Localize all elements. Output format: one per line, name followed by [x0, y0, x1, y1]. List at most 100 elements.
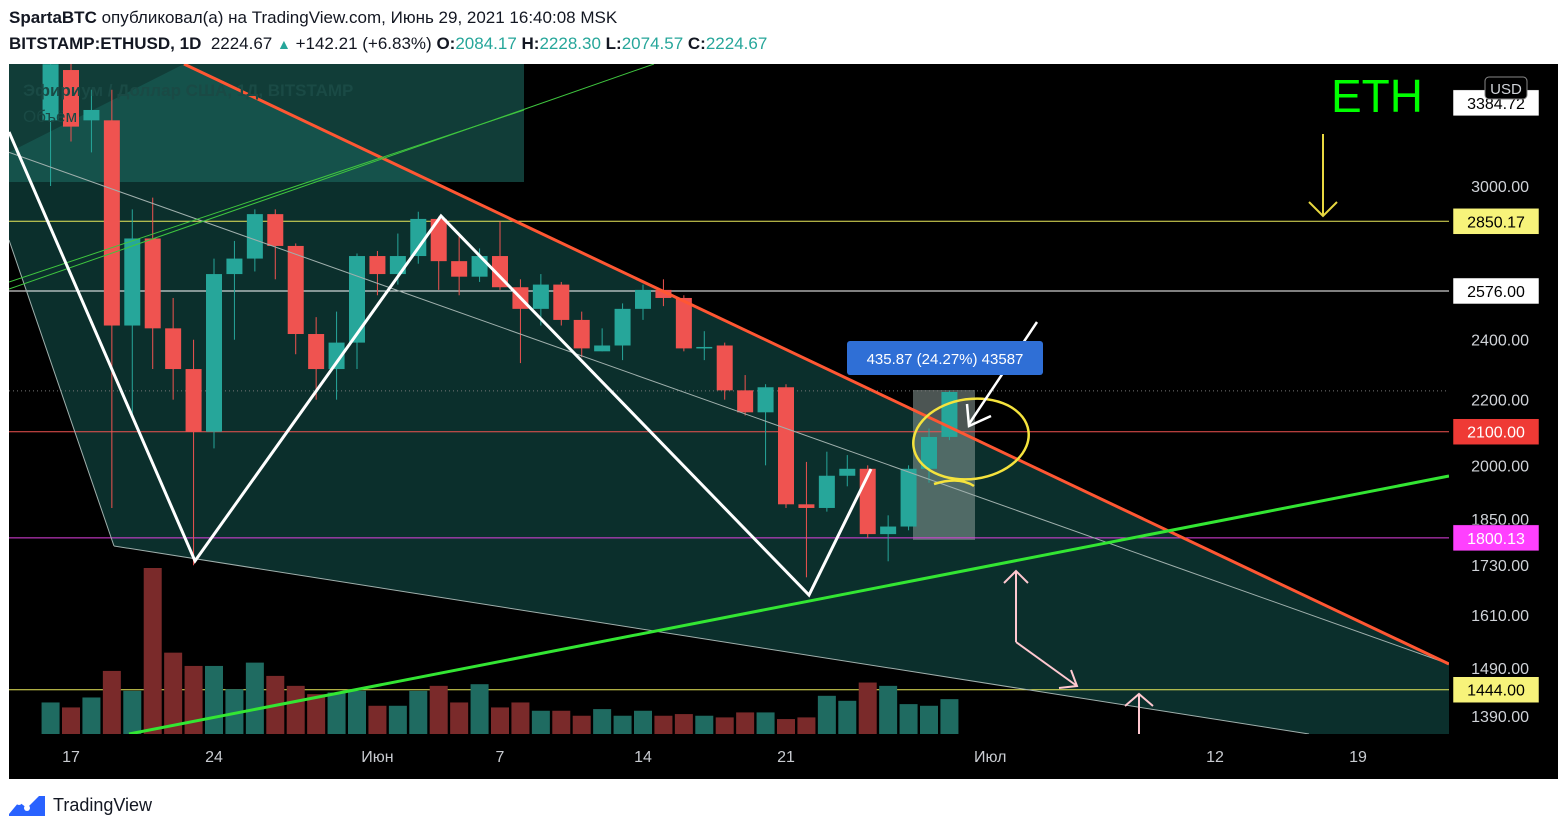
- volume-bar: [634, 710, 652, 734]
- candle[interactable]: [594, 328, 611, 352]
- candle[interactable]: [287, 243, 304, 355]
- y-tick-label: 2000.00: [1471, 458, 1529, 475]
- resistance-trendline: [183, 64, 1450, 666]
- candle[interactable]: [328, 311, 345, 400]
- candle[interactable]: [185, 339, 202, 566]
- price-badge-bg: [1452, 524, 1540, 552]
- candle[interactable]: [675, 295, 692, 352]
- price-label-badge: 2100.00: [1452, 418, 1540, 445]
- volume-bar: [450, 702, 469, 734]
- price-badge-bg: [1452, 208, 1540, 235]
- candle-body: [308, 334, 325, 370]
- volume-bar: [879, 685, 898, 734]
- volume-bar: [184, 665, 203, 734]
- candle-body: [63, 70, 79, 127]
- candle[interactable]: [124, 209, 141, 416]
- candle-body: [369, 256, 386, 275]
- candle[interactable]: [103, 89, 120, 508]
- volume-bar: [245, 662, 264, 734]
- candle[interactable]: [144, 197, 161, 370]
- candle[interactable]: [921, 428, 937, 483]
- candle[interactable]: [900, 465, 917, 531]
- brand-name[interactable]: TradingView: [53, 794, 153, 815]
- volume-bar: [205, 665, 223, 734]
- candle[interactable]: [614, 303, 631, 361]
- candle[interactable]: [165, 297, 182, 400]
- candle-body: [818, 475, 835, 508]
- candle[interactable]: [430, 216, 447, 290]
- volume-bar: [572, 715, 591, 734]
- x-tick-label: 19: [1349, 749, 1367, 766]
- volume-bar: [797, 717, 816, 734]
- close-value: 2224.67: [705, 34, 768, 53]
- candle[interactable]: [451, 233, 468, 296]
- price-badge-text: 3384.72: [1467, 96, 1525, 113]
- candle[interactable]: [798, 461, 815, 578]
- price-label-badge: 1800.13: [1452, 524, 1540, 552]
- candle-body: [716, 345, 733, 391]
- volume-bar: [41, 702, 60, 734]
- candle[interactable]: [410, 211, 427, 264]
- channel-line-lower: [9, 109, 525, 283]
- wedge-lower-line: [113, 545, 1310, 735]
- low-value: 2074.57: [621, 34, 684, 53]
- legend-volume: Объём: [23, 107, 77, 126]
- price-chart[interactable]: 3000.002400.002200.002000.001850.001730.…: [9, 64, 1558, 779]
- pink-arrow-down-line: [1015, 641, 1078, 687]
- x-tick-label: 14: [634, 749, 652, 766]
- volume-bar: [817, 695, 836, 734]
- candle[interactable]: [880, 515, 897, 562]
- eth-symbol-label: ETH: [1331, 70, 1423, 122]
- candle[interactable]: [267, 209, 284, 280]
- candle-body: [553, 284, 570, 320]
- candle[interactable]: [63, 64, 79, 142]
- candle-body: [614, 308, 631, 346]
- candle-body: [757, 387, 774, 413]
- pink-arrow-up-head: [1003, 569, 1029, 584]
- candle-body: [471, 256, 488, 277]
- volume-bar: [531, 710, 550, 734]
- candle[interactable]: [42, 64, 59, 186]
- candle-body: [900, 468, 917, 527]
- candle[interactable]: [716, 342, 733, 400]
- candle[interactable]: [246, 209, 263, 272]
- currency-button[interactable]: [1484, 76, 1528, 100]
- candle[interactable]: [206, 258, 222, 449]
- y-tick-label: 2200.00: [1471, 393, 1529, 410]
- price-badge-text: 2850.17: [1467, 214, 1525, 231]
- measure-tooltip-bg: [847, 341, 1043, 375]
- candle[interactable]: [757, 384, 774, 466]
- volume-bar: [286, 685, 305, 734]
- wave-zigzag: [9, 131, 873, 598]
- candle[interactable]: [635, 284, 651, 320]
- measure-tooltip: 435.87 (24.27%) 43587: [847, 341, 1043, 375]
- footer: TradingView: [9, 794, 152, 816]
- chart-area[interactable]: 3000.00 2400.00 2200.00 2000.00 1850.00 1730.…: [9, 64, 1558, 779]
- candle[interactable]: [83, 89, 100, 153]
- candle[interactable]: [737, 375, 754, 416]
- candle[interactable]: [369, 250, 386, 296]
- volume-bar: [552, 710, 571, 734]
- volume-bar: [409, 690, 428, 734]
- high-value: 2228.30: [539, 34, 601, 53]
- candle-body: [349, 256, 365, 343]
- candle-body: [144, 238, 161, 329]
- candle[interactable]: [818, 451, 835, 512]
- candle[interactable]: [226, 240, 243, 340]
- legend-title: Эфириум / Доллар США, 1Д, BITSTAMP: [23, 81, 353, 100]
- candle-body: [328, 342, 345, 370]
- currency-label[interactable]: USD: [1490, 81, 1522, 98]
- candle[interactable]: [573, 311, 590, 358]
- candle[interactable]: [941, 390, 958, 441]
- volume-bar: [164, 652, 183, 734]
- candle[interactable]: [778, 384, 794, 508]
- candle-body: [206, 274, 222, 432]
- price-label-badge: 1444.00: [1452, 676, 1540, 703]
- author-name[interactable]: SpartaBTC: [9, 8, 97, 27]
- candle[interactable]: [553, 281, 570, 326]
- price-label-badge: 2576.00: [1452, 277, 1540, 305]
- candle[interactable]: [308, 317, 325, 400]
- candle[interactable]: [696, 331, 713, 361]
- candle[interactable]: [839, 455, 856, 487]
- y-tick-label: 1730.00: [1471, 558, 1529, 575]
